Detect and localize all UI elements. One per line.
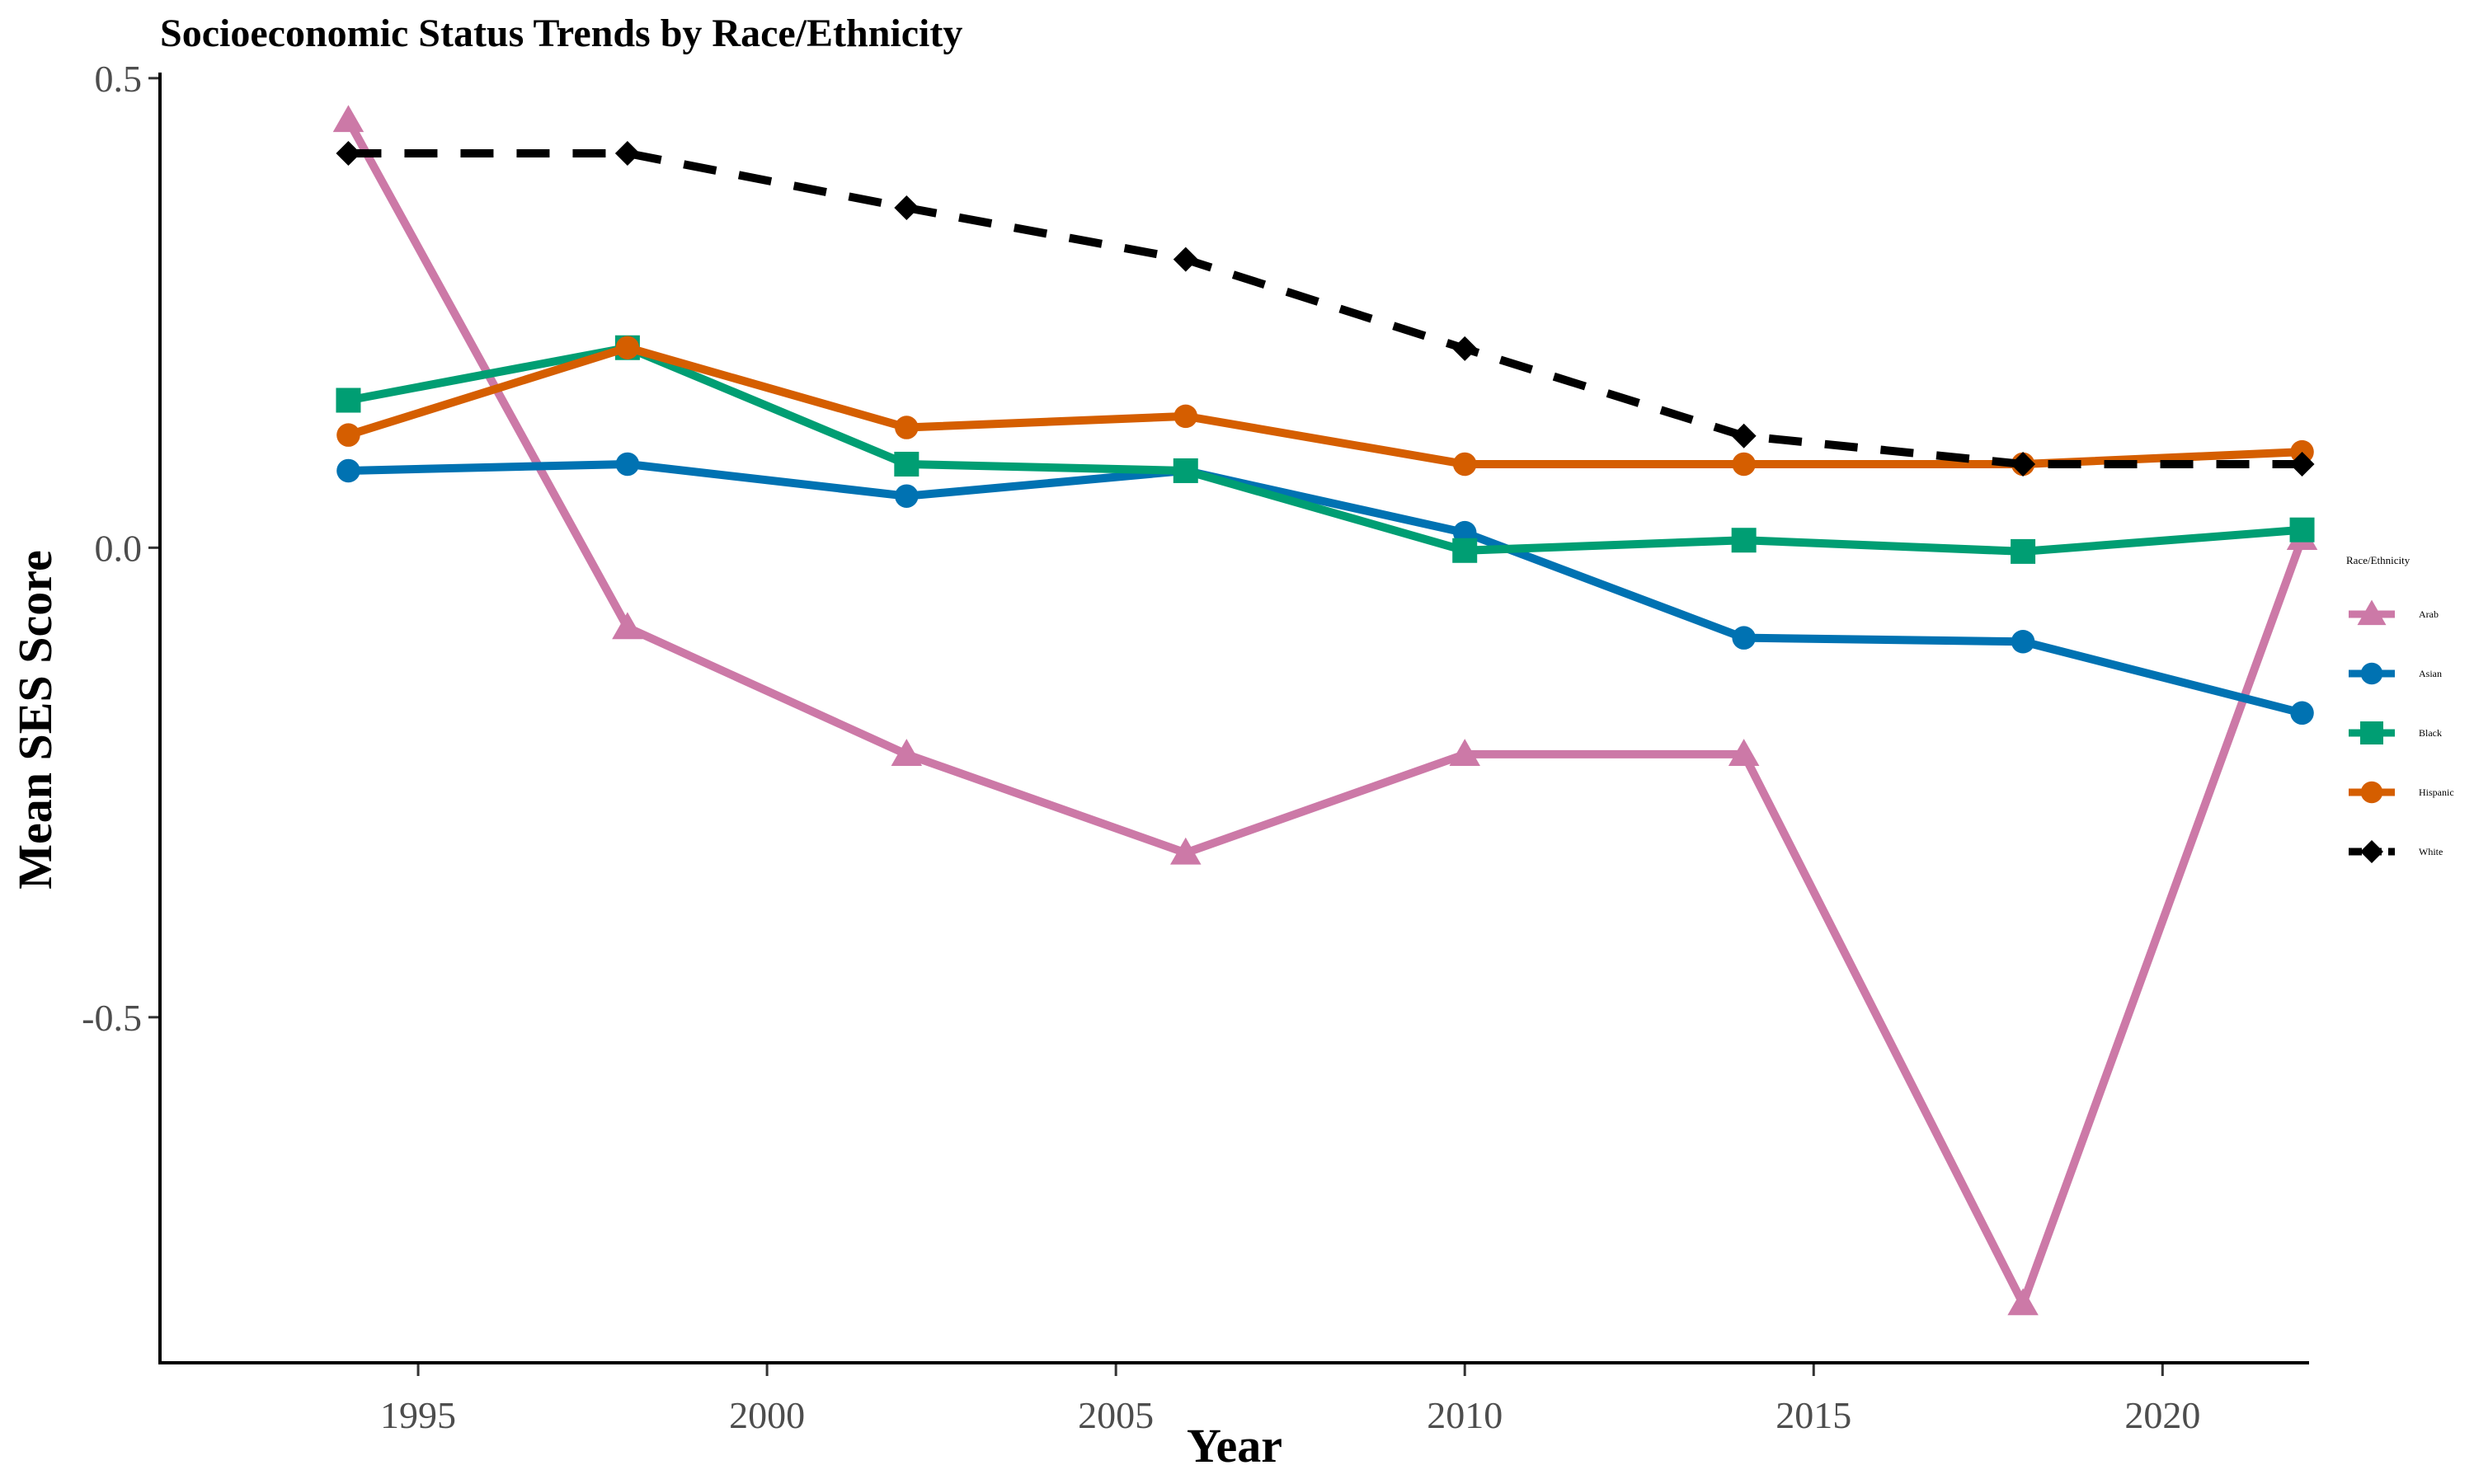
series-line-black (347, 343, 2302, 556)
legend-label-hispanic: Hispanic (2419, 787, 2454, 798)
legend-key-asian (2349, 662, 2395, 685)
x-tick-label: 2000 (729, 1394, 805, 1436)
data-point-white (1731, 423, 1757, 448)
data-point-hispanic (615, 336, 640, 359)
legend-key-arab (2349, 599, 2395, 626)
series-white (336, 140, 2315, 477)
y-axis: 0.5 0.0 -0.5 (82, 58, 158, 1039)
legend-marker-asian (2360, 662, 2383, 685)
legend-key-white (2349, 840, 2395, 863)
legend-marker-white (2360, 840, 2383, 863)
data-point-hispanic (1452, 452, 1477, 477)
data-point-hispanic (336, 423, 360, 447)
legend-title: Race/Ethnicity (2346, 554, 2411, 566)
x-tick-label: 1995 (380, 1394, 456, 1436)
data-point-asian (2011, 629, 2035, 654)
data-point-arab (1449, 739, 1480, 766)
legend-key-black (2349, 721, 2395, 744)
data-point-white (1452, 336, 1478, 361)
y-tick-label: -0.5 (82, 997, 142, 1039)
legend-label-arab: Arab (2419, 608, 2439, 620)
series-asian (336, 452, 2314, 726)
x-axis: 1995 2000 2005 2010 2015 2020 (380, 1364, 2200, 1436)
x-tick-label: 2010 (1427, 1394, 1503, 1436)
data-point-asian (2290, 701, 2314, 726)
data-point-hispanic (1732, 452, 1756, 477)
series-line-asian (348, 459, 2303, 717)
data-point-black (1452, 538, 1478, 563)
plot-area (332, 105, 2318, 1316)
series-line-hispanic (346, 343, 2302, 468)
data-point-arab (612, 612, 643, 640)
data-point-white (2289, 451, 2315, 477)
series-black (336, 335, 2315, 564)
data-point-arab (1170, 837, 1202, 865)
data-point-asian (615, 452, 640, 477)
legend-key-hispanic (2349, 781, 2395, 804)
series-arab (332, 105, 2318, 1316)
data-point-black (2011, 538, 2036, 564)
legend-label-white: White (2419, 846, 2443, 857)
y-tick-label: 0.0 (95, 527, 143, 569)
x-tick-label: 2005 (1078, 1394, 1154, 1436)
data-point-black (2289, 517, 2315, 542)
data-point-hispanic (895, 416, 919, 439)
data-point-black (336, 387, 361, 413)
data-point-hispanic (1174, 404, 1198, 429)
chart-title: Socioeconomic Status Trends by Race/Ethn… (160, 12, 962, 55)
data-point-white (614, 140, 640, 166)
data-point-arab (2007, 1288, 2039, 1316)
y-tick-label: 0.5 (95, 58, 143, 100)
y-axis-title: Mean SES Score (8, 550, 62, 889)
legend-marker-arab (2357, 599, 2387, 626)
legend: Race/Ethnicity Arab Asian Black Hispanic Whi… (2346, 554, 2454, 863)
series-line-arab (345, 118, 2307, 1308)
legend-label-black: Black (2419, 727, 2442, 739)
data-point-white (894, 195, 920, 221)
legend-marker-black (2360, 721, 2383, 744)
data-point-asian (1732, 626, 1756, 650)
series-line-white (348, 148, 2302, 468)
legend-marker-hispanic (2360, 781, 2383, 804)
data-point-black (894, 451, 920, 477)
data-point-black (1731, 528, 1757, 553)
data-point-asian (336, 458, 360, 483)
legend-label-asian: Asian (2419, 668, 2442, 679)
data-point-black (1173, 458, 1198, 483)
data-point-arab (1728, 739, 1760, 766)
x-tick-label: 2015 (1776, 1394, 1851, 1436)
x-axis-title: Year (1187, 1419, 1282, 1472)
data-point-arab (332, 105, 365, 133)
data-point-arab (891, 739, 923, 766)
x-tick-label: 2020 (2124, 1394, 2200, 1436)
data-point-white (2011, 451, 2036, 477)
data-point-white (336, 140, 361, 166)
data-point-white (1173, 247, 1198, 272)
data-point-asian (895, 484, 919, 508)
